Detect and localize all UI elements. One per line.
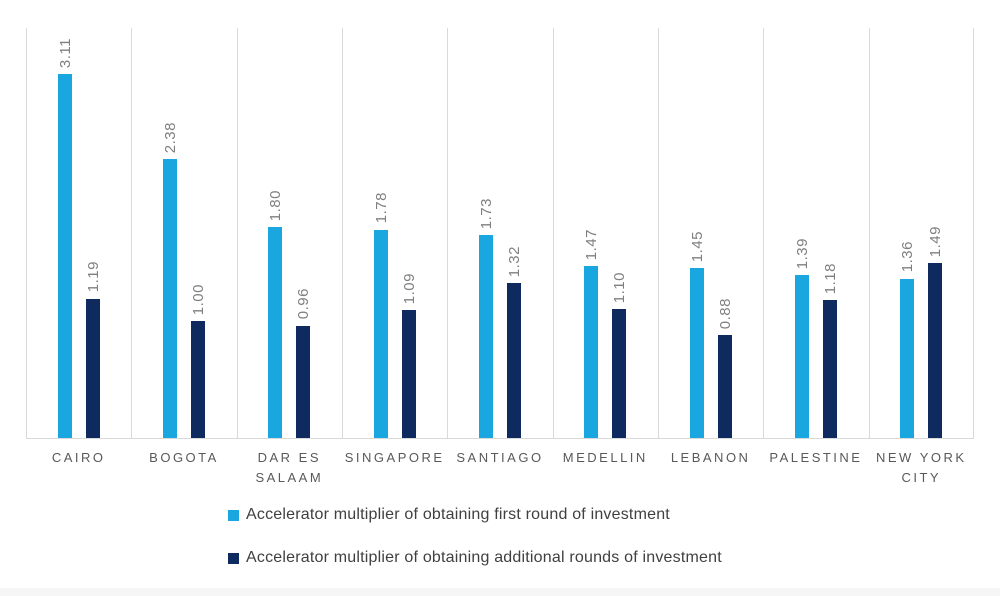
gridline [342, 28, 343, 438]
category-label: PALESTINE [769, 450, 863, 465]
value-label: 2.38 [162, 122, 179, 154]
legend-label: Accelerator multiplier of obtaining addi… [246, 549, 722, 566]
bar-first-round [163, 159, 177, 438]
category-axis: CAIRO BOGOTA DAR ES SALAAM SINGAPORE SANTIAG… [26, 448, 974, 487]
value-label: 1.19 [84, 261, 102, 293]
bar-additional-rounds [823, 299, 837, 438]
bar-additional-rounds [191, 320, 205, 438]
category-label: LEBANON [670, 450, 751, 465]
value-label: 0.96 [295, 288, 313, 320]
value-label: 1.49 [927, 226, 945, 258]
bar-additional-rounds [928, 263, 943, 438]
legend-item: Accelerator multiplier of obtaining addi… [228, 549, 722, 567]
gridline [868, 28, 870, 438]
value-label: 1.78 [372, 192, 390, 224]
category-label: DAR ES SALAAM [255, 450, 324, 485]
value-label: 1.32 [506, 246, 523, 278]
gridline [131, 28, 133, 438]
value-label: 1.47 [583, 228, 601, 260]
category-label: MEDELLIN [562, 450, 648, 465]
bar-first-round [479, 235, 493, 438]
bar-additional-rounds [401, 310, 416, 438]
value-label: 1.45 [688, 230, 706, 263]
plot-area: 3.11 1.19 2.38 1.00 1.80 0.96 1.78 1.09 1.73 1.32… [26, 28, 974, 439]
gridline [658, 28, 659, 438]
legend-label: Accelerator multiplier of obtaining firs… [246, 506, 670, 523]
x-axis-line [26, 438, 974, 439]
gridline [26, 28, 27, 438]
value-label: 1.10 [611, 271, 629, 304]
bar-first-round [900, 278, 915, 438]
category-label: SINGAPORE [344, 450, 445, 465]
value-label: 1.09 [400, 273, 418, 305]
gridline [973, 28, 974, 438]
legend-item: Accelerator multiplier of obtaining firs… [228, 506, 722, 524]
bar-additional-rounds [612, 309, 627, 438]
value-label: 1.36 [899, 241, 917, 273]
bar-first-round [57, 73, 72, 438]
category-label: SANTIAGO [456, 450, 544, 465]
bar-first-round [584, 265, 599, 438]
bar-additional-rounds [85, 298, 100, 438]
legend: Accelerator multiplier of obtaining firs… [228, 506, 722, 567]
value-label: 1.39 [794, 237, 811, 270]
legend-swatch-additional-rounds [228, 552, 239, 564]
bar-first-round [795, 275, 809, 438]
category-label: NEW YORK CITY [876, 450, 967, 485]
gridline [552, 28, 554, 438]
value-label: 1.80 [267, 189, 285, 222]
category-label: CAIRO [51, 450, 106, 465]
legend-swatch-first-round [228, 509, 239, 521]
gridline [763, 28, 765, 438]
value-label: 3.11 [56, 37, 74, 68]
value-label: 1.73 [478, 198, 495, 230]
gridline [236, 28, 238, 438]
bar-additional-rounds [296, 325, 311, 438]
bar-additional-rounds [507, 283, 521, 438]
gridline [447, 28, 449, 438]
category-label: BOGOTA [149, 450, 219, 465]
bottom-strip [0, 588, 1000, 596]
value-label: 1.18 [822, 262, 839, 294]
value-label: 1.00 [190, 283, 207, 315]
bar-first-round [689, 268, 704, 438]
bar-additional-rounds [717, 334, 732, 438]
value-label: 0.88 [716, 297, 734, 329]
bar-first-round [373, 229, 388, 438]
bar-first-round [268, 227, 283, 438]
